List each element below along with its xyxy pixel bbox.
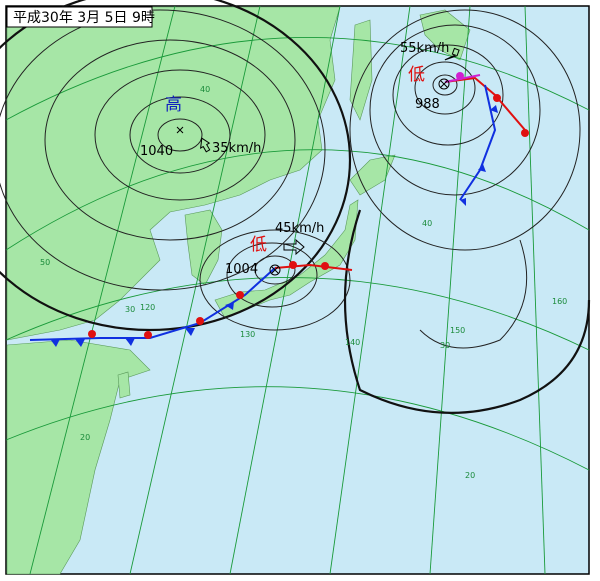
high-label: 高 [165,95,182,115]
high-speed: 35km/h [212,141,261,156]
title-box [6,6,153,28]
low-pressure: 988 [415,97,440,112]
centers [176,47,460,276]
low-label: 低 [250,235,267,255]
fronts [29,72,529,347]
graticule-label: 20 [80,433,90,442]
low-pressure: 1004 [225,262,258,277]
low-speed: 55km/h [400,41,449,56]
graticule [5,5,590,575]
graticule-label: 120 [140,303,155,312]
graticule-label: 30 [125,305,135,314]
graticule-label: 140 [345,338,360,347]
title: 平成30年 3月 5日 9時 [13,10,155,26]
graticule-label: 150 [450,326,465,335]
low-speed: 45km/h [275,221,324,236]
graticule-label: 160 [552,297,567,306]
isobars [0,0,591,414]
graticule-label: 130 [240,330,255,339]
graticule-label: 20 [465,471,475,480]
high-pressure: 1040 [140,144,173,159]
graticule-labels: 50 40 30 20 120 130 140 150 160 40 30 20 [40,85,567,480]
graticule-label: 40 [200,85,210,94]
low-label: 低 [408,65,425,85]
graticule-label: 30 [440,341,450,350]
graticule-label: 40 [422,219,432,228]
graticule-label: 50 [40,258,50,267]
